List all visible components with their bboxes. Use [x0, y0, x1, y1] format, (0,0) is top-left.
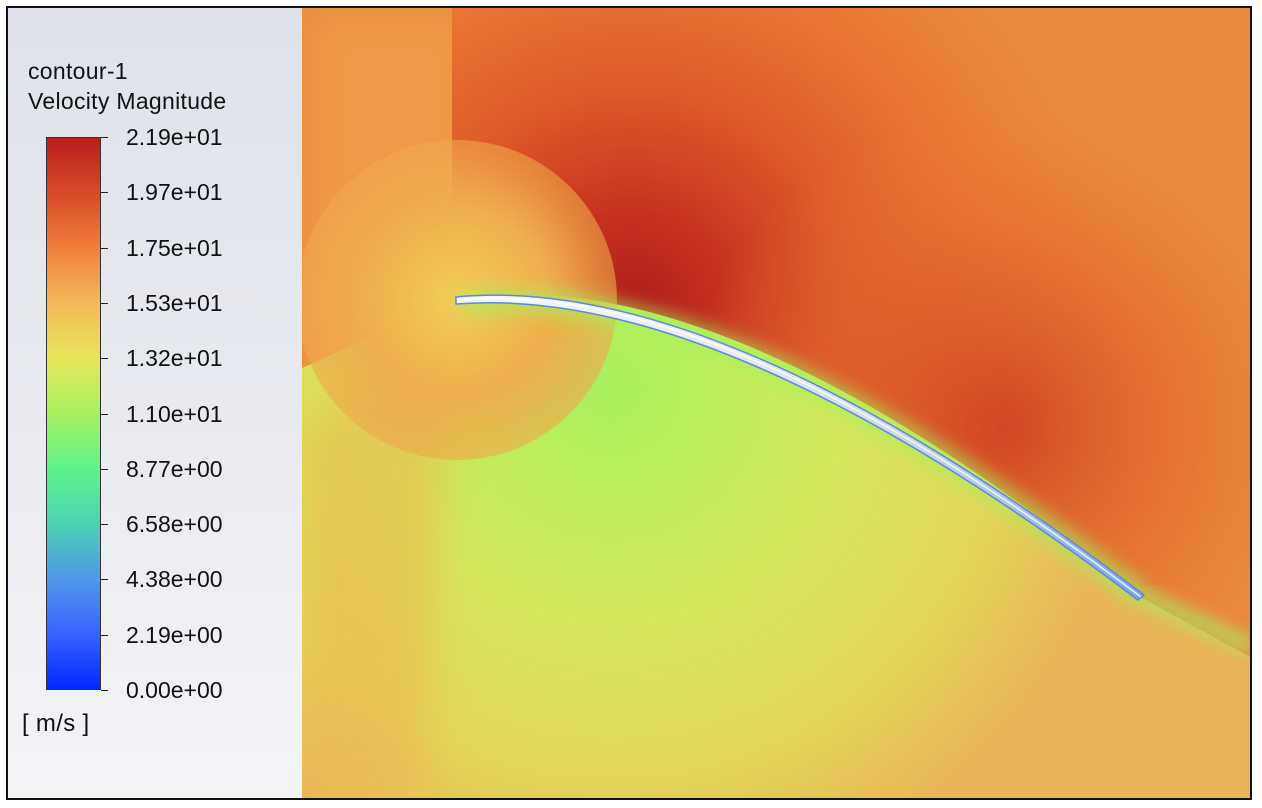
colorbar-tick [101, 690, 108, 691]
contour-plot-frame: contour-1 Velocity Magnitude 2.19e+01 1.9… [6, 6, 1252, 800]
colorbar-tick-label: 4.38e+00 [126, 566, 223, 592]
colorbar [46, 137, 101, 690]
colorbar-tick [101, 414, 108, 415]
colorbar-tick-label: 1.53e+01 [126, 290, 223, 316]
colorbar-tick-label: 6.58e+00 [126, 511, 223, 537]
blade-profile [455, 294, 1146, 601]
colorbar-tick-label: 2.19e+00 [126, 622, 223, 648]
colorbar-tick [101, 524, 108, 525]
legend-title: contour-1 [28, 58, 128, 84]
colorbar-tick [101, 248, 108, 249]
colorbar-tick-label: 8.77e+00 [126, 456, 223, 482]
legend-panel: contour-1 Velocity Magnitude 2.19e+01 1.9… [8, 8, 303, 798]
colorbar-tick-label: 0.00e+00 [126, 677, 223, 703]
velocity-contour-field [302, 8, 1250, 798]
legend-units: [ m/s ] [22, 710, 90, 737]
colorbar-tick [101, 635, 108, 636]
trailing-edge-wake [1138, 588, 1250, 656]
colorbar-tick-label: 2.19e+01 [126, 124, 223, 150]
colorbar-tick [101, 137, 108, 138]
colorbar-tick-label: 1.75e+01 [126, 235, 223, 261]
colorbar-tick-label: 1.32e+01 [126, 345, 223, 371]
colorbar-tick [101, 579, 108, 580]
contour-field-svg [302, 8, 1250, 798]
colorbar-tick [101, 358, 108, 359]
legend-variable-name: Velocity Magnitude [28, 88, 227, 114]
colorbar-tick [101, 469, 108, 470]
colorbar-tick-label: 1.10e+01 [126, 401, 223, 427]
colorbar-tick [101, 303, 108, 304]
colorbar-tick-label: 1.97e+01 [126, 179, 223, 205]
colorbar-tick [101, 192, 108, 193]
